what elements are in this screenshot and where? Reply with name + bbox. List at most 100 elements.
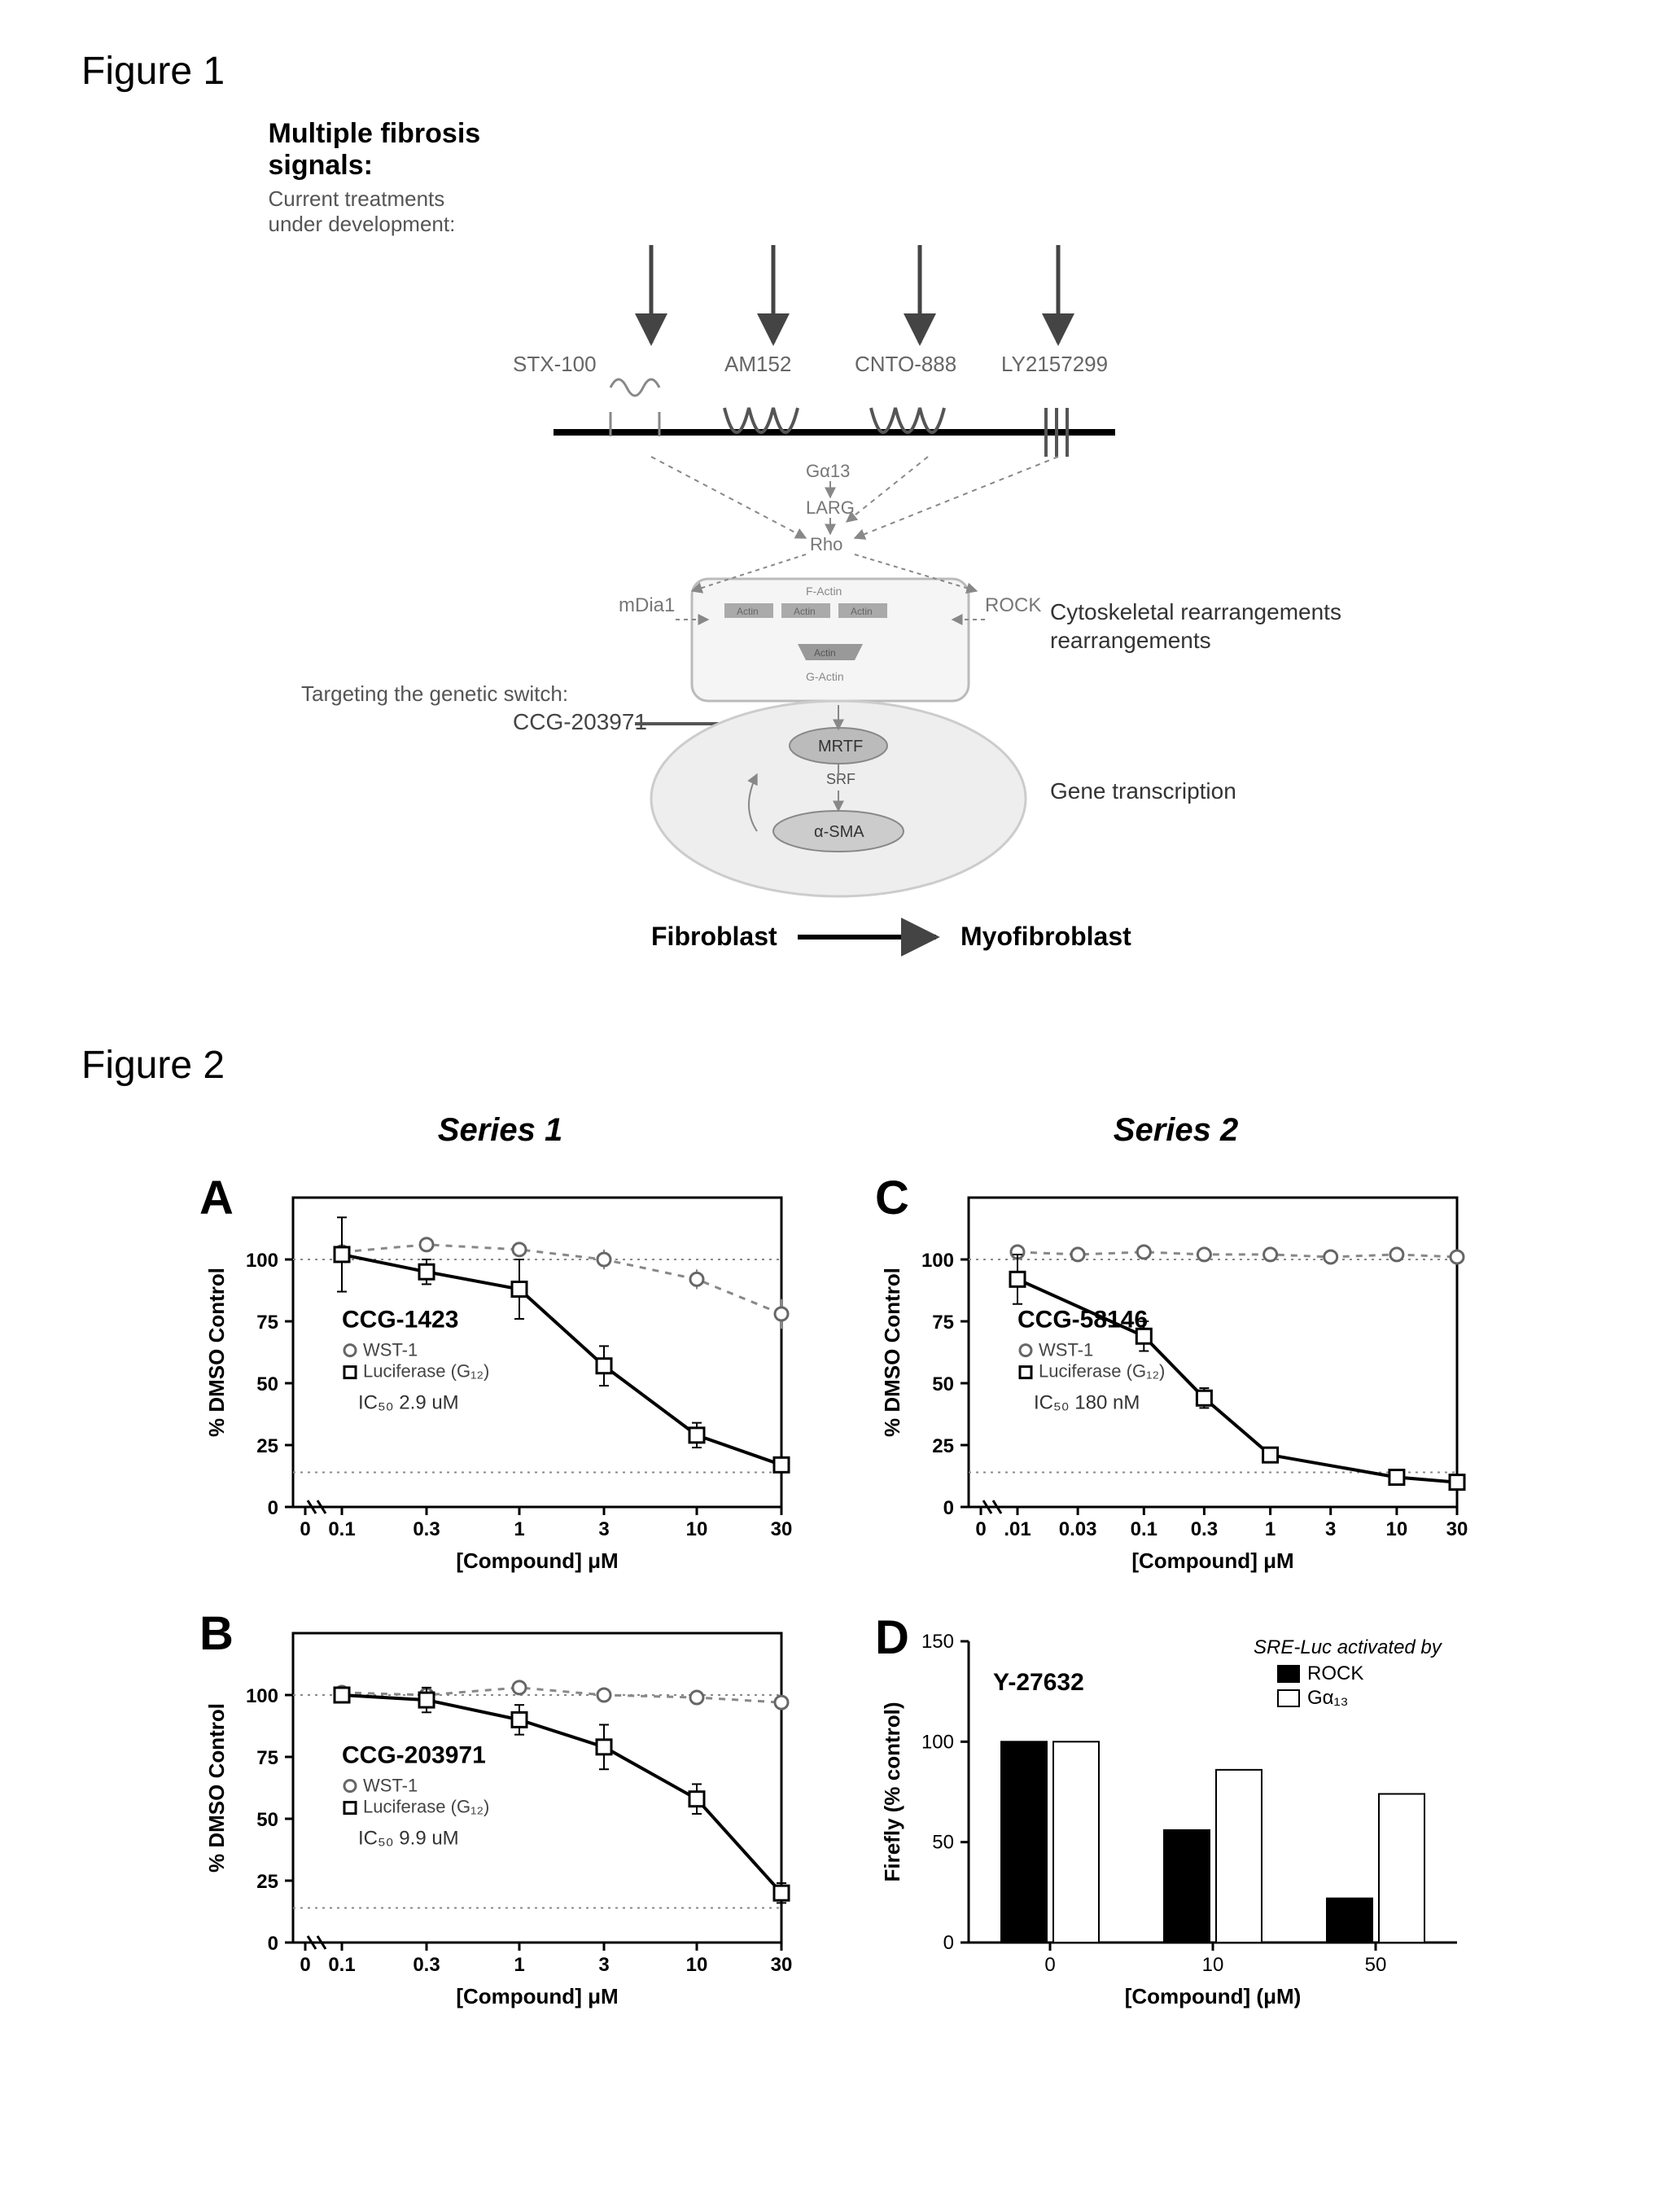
series2-title: Series 2 [863, 1112, 1490, 1149]
panel-c-svg: 0 25 50 75 100 0 .01 0.03 0.1 0.3 1 3 10 30 [Compound]… [863, 1173, 1481, 1580]
svg-text:0: 0 [943, 1497, 953, 1519]
panel-d-svg: 05010015001050[Compound] (μM)Firefly (% … [863, 1609, 1481, 2016]
svg-text:SRF: SRF [826, 771, 856, 787]
svg-text:25: 25 [256, 1871, 278, 1893]
svg-text:D: D [875, 1611, 909, 1664]
svg-text:% DMSO Control: % DMSO Control [204, 1703, 229, 1873]
svg-text:AM152: AM152 [724, 352, 791, 376]
panel-a-svg: 025507510000.10.3131030[Compound] μM% DM… [187, 1173, 806, 1580]
svg-text:Actin: Actin [851, 606, 873, 617]
svg-text:100: 100 [921, 1250, 953, 1272]
svg-text:F-Actin: F-Actin [806, 585, 842, 598]
svg-text:0: 0 [975, 1518, 986, 1540]
svg-text:Firefly (% control): Firefly (% control) [880, 1702, 904, 1881]
panel-b: 025507510000.10.3131030[Compound] μM% DM… [187, 1601, 814, 2020]
svg-text:WST-1: WST-1 [1039, 1340, 1093, 1360]
svg-text:Gα13: Gα13 [806, 461, 850, 481]
svg-text:α-SMA: α-SMA [814, 823, 864, 841]
figure1-svg: Integrin LPA Chemokine TGF-β STX-100 AM1… [269, 245, 1408, 978]
svg-text:[Compound] μM: [Compound] μM [456, 1984, 618, 2008]
panel-d: 05010015001050[Compound] (μM)Firefly (% … [863, 1601, 1490, 2020]
svg-text:75: 75 [256, 1312, 278, 1334]
svg-text:150: 150 [1001, 1621, 1031, 1641]
svg-text:3: 3 [598, 1954, 609, 1976]
svg-text:10: 10 [685, 1954, 707, 1976]
svg-text:Luciferase (G₁₂): Luciferase (G₁₂) [363, 1797, 489, 1817]
svg-text:1: 1 [1264, 1518, 1275, 1540]
svg-text:rearrangements: rearrangements [1050, 628, 1211, 653]
svg-text:0.1: 0.1 [1130, 1518, 1157, 1540]
svg-text:CCG-203971: CCG-203971 [342, 1742, 486, 1769]
svg-text:30: 30 [1446, 1518, 1468, 1540]
svg-text:0.3: 0.3 [413, 1518, 440, 1540]
svg-text:STX-100: STX-100 [513, 352, 597, 376]
svg-text:100: 100 [921, 1731, 953, 1753]
svg-text:% DMSO Control: % DMSO Control [880, 1268, 904, 1437]
svg-text:3: 3 [1325, 1518, 1336, 1540]
svg-text:100: 100 [245, 1685, 278, 1707]
svg-text:Targeting the genetic switch:: Targeting the genetic switch: [301, 681, 568, 706]
svg-text:[Compound] (μM): [Compound] (μM) [1124, 1984, 1301, 2008]
svg-text:75: 75 [256, 1747, 278, 1769]
svg-text:WST-1: WST-1 [363, 1776, 418, 1796]
svg-text:0: 0 [300, 1518, 310, 1540]
svg-text:3: 3 [598, 1518, 609, 1540]
figure2-grid: Series 1 Series 2 025507510000.10.313103… [187, 1112, 1490, 2020]
svg-text:100: 100 [245, 1250, 278, 1272]
svg-text:Actin: Actin [737, 606, 759, 617]
svg-text:10: 10 [1201, 1954, 1223, 1976]
svg-text:0.03: 0.03 [1058, 1518, 1096, 1540]
svg-text:LARG: LARG [806, 497, 855, 518]
panel-b-svg: 025507510000.10.3131030[Compound] μM% DM… [187, 1609, 806, 2016]
svg-text:30: 30 [770, 1518, 792, 1540]
svg-text:0.1: 0.1 [328, 1518, 355, 1540]
svg-text:SRE-Luc activated by: SRE-Luc activated by [1254, 1636, 1443, 1658]
svg-text:10: 10 [685, 1518, 707, 1540]
svg-text:CCG-58146: CCG-58146 [1017, 1307, 1148, 1334]
svg-text:Luciferase (G₁₂): Luciferase (G₁₂) [1039, 1361, 1165, 1382]
svg-text:25: 25 [256, 1435, 278, 1457]
figure1-diagram: Multiple fibrosis signals: Current treat… [269, 118, 1408, 978]
svg-text:Rho: Rho [810, 534, 842, 554]
svg-text:mDia1: mDia1 [619, 594, 675, 616]
svg-text:50: 50 [256, 1809, 278, 1831]
svg-text:Luciferase (G₁₂): Luciferase (G₁₂) [363, 1361, 489, 1382]
svg-text:Actin: Actin [814, 647, 836, 659]
svg-text:[Compound] μM: [Compound] μM [456, 1548, 618, 1573]
svg-text:A: A [199, 1173, 234, 1224]
svg-text:25: 25 [932, 1435, 954, 1457]
svg-text:[Compound] μM: [Compound] μM [1131, 1548, 1293, 1573]
svg-text:Myofibroblast: Myofibroblast [961, 922, 1131, 951]
svg-text:Actin: Actin [794, 606, 816, 617]
svg-text:IC₅₀ 2.9 uM: IC₅₀ 2.9 uM [358, 1392, 459, 1414]
svg-text:0: 0 [267, 1933, 278, 1955]
svg-text:30: 30 [770, 1954, 792, 1976]
svg-text:Cytoskeletal rearrangements: Cytoskeletal rearrangements [1050, 599, 1341, 624]
svg-text:G-Actin: G-Actin [806, 670, 844, 683]
svg-text:50: 50 [256, 1373, 278, 1395]
svg-text:.01: .01 [1004, 1518, 1031, 1540]
svg-text:0: 0 [1044, 1954, 1055, 1976]
panel-c: 0 25 50 75 100 0 .01 0.03 0.1 0.3 1 3 10 30 [Compound]… [863, 1165, 1490, 1584]
figure2-title: Figure 2 [81, 1043, 1595, 1088]
svg-text:50: 50 [932, 1373, 954, 1395]
svg-text:Gene transcription: Gene transcription [1050, 778, 1236, 804]
svg-text:% DMSO Control: % DMSO Control [204, 1268, 229, 1437]
svg-text:MRTF: MRTF [818, 738, 863, 756]
f1-sub-current: Current treatments under development: [269, 186, 480, 237]
f1-heading: Multiple fibrosis signals: [269, 118, 529, 182]
svg-text:10: 10 [1385, 1518, 1407, 1540]
svg-text:75: 75 [932, 1312, 954, 1334]
svg-text:CCG-1423: CCG-1423 [342, 1307, 458, 1334]
svg-text:C: C [875, 1173, 909, 1224]
svg-text:Fibroblast: Fibroblast [651, 922, 777, 951]
panel-a: 025507510000.10.3131030[Compound] μM% DM… [187, 1165, 814, 1584]
svg-text:ROCK: ROCK [1307, 1662, 1363, 1684]
svg-text:0: 0 [300, 1954, 310, 1976]
svg-text:1: 1 [514, 1518, 524, 1540]
svg-text:0.3: 0.3 [413, 1954, 440, 1976]
svg-text:0.3: 0.3 [1190, 1518, 1217, 1540]
svg-text:B: B [199, 1609, 234, 1660]
svg-text:WST-1: WST-1 [363, 1340, 418, 1360]
svg-text:50: 50 [932, 1832, 954, 1854]
